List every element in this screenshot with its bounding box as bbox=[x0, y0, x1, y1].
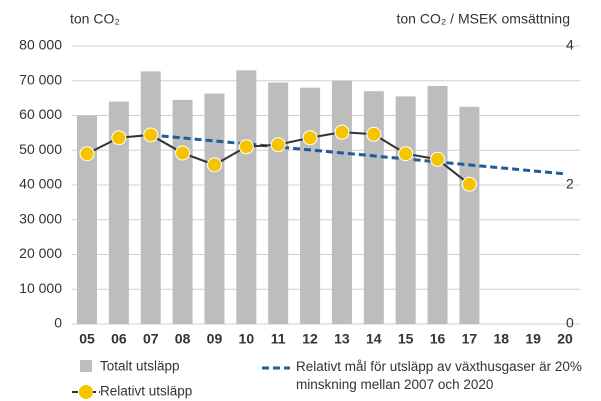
bar bbox=[268, 82, 289, 324]
bar bbox=[204, 93, 225, 324]
marker bbox=[430, 151, 446, 167]
target-line bbox=[150, 133, 566, 176]
y-tick-label: 50 000 bbox=[19, 141, 62, 157]
y2-tick-label: 0 bbox=[566, 315, 574, 331]
x-tick-label: 09 bbox=[207, 331, 223, 347]
y2-tick-label: 2 bbox=[566, 176, 574, 192]
x-tick-label: 16 bbox=[430, 331, 446, 347]
bar bbox=[172, 99, 193, 324]
legend-swatch bbox=[79, 385, 93, 399]
x-tick-label: 12 bbox=[302, 331, 318, 347]
bar bbox=[395, 96, 416, 324]
legend-label: Relativt utsläpp bbox=[100, 384, 192, 399]
marker bbox=[143, 127, 159, 143]
x-tick-label: 06 bbox=[111, 331, 127, 347]
x-tick-label: 15 bbox=[398, 331, 414, 347]
marker bbox=[270, 137, 286, 153]
marker bbox=[334, 124, 350, 140]
y-tick-label: 0 bbox=[54, 315, 62, 331]
marker bbox=[302, 130, 318, 146]
y-tick-label: 70 000 bbox=[19, 71, 62, 87]
bar bbox=[459, 106, 480, 324]
x-tick-label: 08 bbox=[175, 331, 191, 347]
bar bbox=[77, 115, 97, 324]
x-tick-label: 11 bbox=[271, 331, 286, 347]
y-tick-label: 20 000 bbox=[19, 245, 62, 261]
x-tick-label: 18 bbox=[493, 331, 509, 347]
marker bbox=[366, 126, 382, 142]
marker bbox=[238, 139, 254, 155]
x-tick-label: 05 bbox=[79, 331, 95, 347]
legend-swatch bbox=[80, 360, 92, 372]
y-tick-label: 10 000 bbox=[19, 280, 62, 296]
marker bbox=[79, 146, 95, 162]
x-tick-label: 20 bbox=[557, 331, 573, 347]
marker bbox=[398, 146, 414, 162]
bar bbox=[108, 101, 129, 324]
x-tick-label: 14 bbox=[366, 331, 382, 347]
y-tick-label: 60 000 bbox=[19, 106, 62, 122]
legend-label-box: Relativt mål för utsläpp av växthusgaser… bbox=[296, 359, 582, 392]
legend-label: Totalt utsläpp bbox=[100, 359, 180, 374]
y-tick-label: 80 000 bbox=[19, 37, 62, 53]
marker bbox=[461, 176, 477, 192]
y-tick-label: 40 000 bbox=[19, 176, 62, 192]
legend-label: Relativt mål för utsläpp av växthusgaser… bbox=[296, 359, 582, 392]
bar bbox=[300, 87, 321, 324]
x-tick-label: 10 bbox=[239, 331, 255, 347]
marker bbox=[206, 157, 222, 173]
x-tick-label: 19 bbox=[525, 331, 541, 347]
bar bbox=[140, 71, 161, 325]
y-axis-label: ton CO₂ bbox=[70, 11, 120, 27]
x-tick-label: 17 bbox=[462, 331, 478, 347]
x-tick-label: 07 bbox=[143, 331, 159, 347]
marker bbox=[175, 145, 191, 161]
bar bbox=[331, 80, 352, 324]
marker bbox=[111, 130, 127, 146]
bar bbox=[236, 70, 257, 324]
x-tick-label: 13 bbox=[334, 331, 350, 347]
y-tick-label: 30 000 bbox=[19, 210, 62, 226]
y2-tick-label: 4 bbox=[566, 37, 574, 53]
bar bbox=[427, 85, 448, 325]
bar bbox=[363, 91, 384, 324]
y2-axis-label: ton CO₂ / MSEK omsättning bbox=[396, 11, 570, 27]
